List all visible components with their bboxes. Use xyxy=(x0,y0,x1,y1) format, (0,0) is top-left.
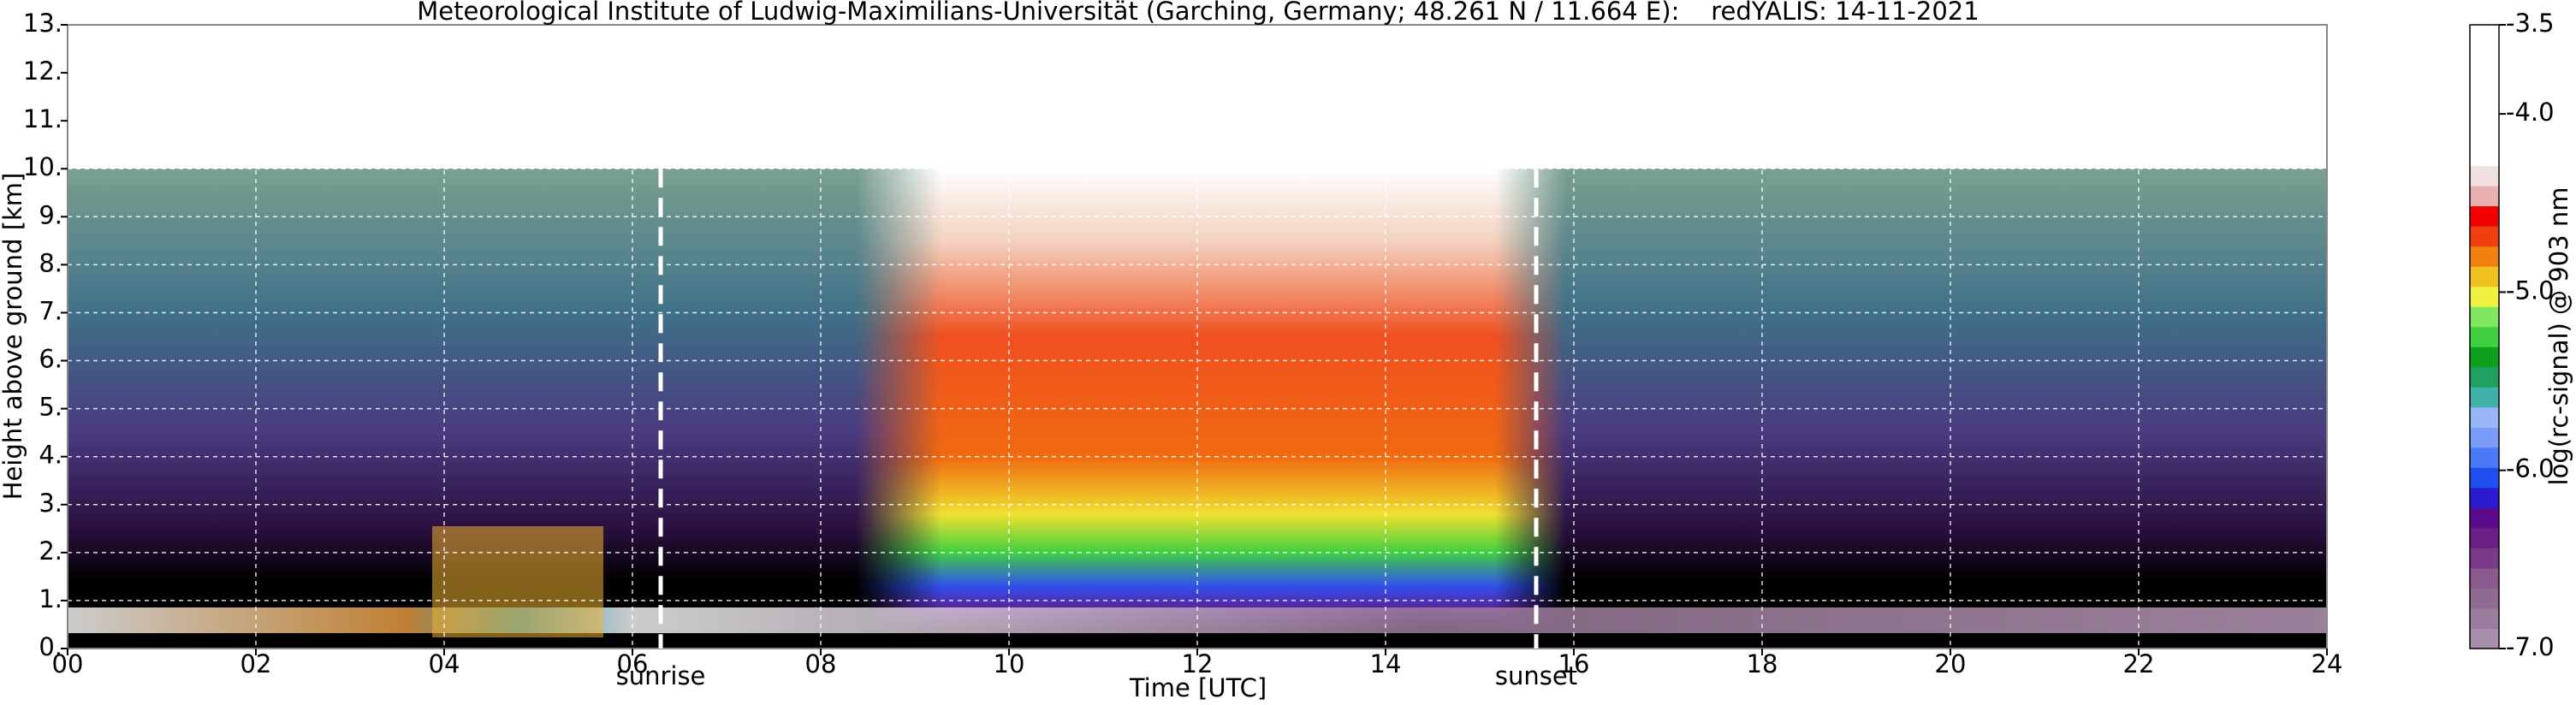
y-tick-label: 3. xyxy=(39,489,62,518)
colorbar-segment xyxy=(2470,567,2499,589)
colorbar-segment xyxy=(2470,366,2499,388)
colorbar-segment xyxy=(2470,205,2499,227)
boundary-layer xyxy=(68,607,2327,633)
y-tick-label: 6. xyxy=(39,345,62,374)
colorbar-segment xyxy=(2470,65,2499,86)
colorbar-segment xyxy=(2470,467,2499,489)
colorbar-segment xyxy=(2470,347,2499,368)
colorbar-segment xyxy=(2470,588,2499,609)
colorbar-segment xyxy=(2470,286,2499,307)
y-tick-label: 8. xyxy=(39,248,62,277)
colorbar-segment xyxy=(2470,266,2499,287)
colorbar-segment xyxy=(2470,44,2499,66)
colorbar-segment xyxy=(2470,387,2499,408)
colorbar-frame xyxy=(2469,24,2500,649)
y-tick-label: 1. xyxy=(39,584,62,613)
colorbar-segment xyxy=(2470,607,2499,629)
colorbar-segment xyxy=(2470,125,2499,146)
colorbar-label: log(rc-signal) @ 903 nm xyxy=(2544,187,2573,486)
colorbar-segment xyxy=(2470,145,2499,167)
colorbar-segment xyxy=(2470,326,2499,347)
colorbar-segment xyxy=(2470,548,2499,569)
signal-day xyxy=(856,169,1566,649)
colorbar-segment xyxy=(2470,527,2499,548)
y-tick-label: 0. xyxy=(39,632,62,661)
colorbar-tick-label: -4.0 xyxy=(2506,98,2555,127)
colorbar-segment xyxy=(2470,105,2499,127)
colorbar-tick-label: -5.0 xyxy=(2506,275,2555,305)
colorbar-segment xyxy=(2470,447,2499,468)
cloud-layer xyxy=(432,526,603,637)
y-tick-label: 7. xyxy=(39,296,62,325)
y-tick-label: 13. xyxy=(23,9,62,38)
colorbar-segment xyxy=(2470,186,2499,207)
colorbar-segment xyxy=(2470,628,2499,649)
colorbar-segment xyxy=(2470,85,2499,106)
y-axis-label: Height above ground [km] xyxy=(0,173,27,501)
colorbar-segment xyxy=(2470,226,2499,247)
y-tick-label: 5. xyxy=(39,393,62,422)
colorbar-segment xyxy=(2470,25,2499,46)
colorbar-segment xyxy=(2470,406,2499,428)
colorbar-tick-label: -3.5 xyxy=(2506,9,2555,38)
y-tick-label: 11. xyxy=(23,104,62,133)
colorbar-tick-label: -6.0 xyxy=(2506,454,2555,483)
y-tick-label: 4. xyxy=(39,441,62,470)
chart-title: Meteorological Institute of Ludwig-Maxim… xyxy=(417,0,1979,26)
y-tick-label: 10. xyxy=(23,152,62,181)
colorbar-segment xyxy=(2470,306,2499,328)
x-axis-label: Time [UTC] xyxy=(1129,673,1267,702)
y-tick-label: 2. xyxy=(39,536,62,566)
colorbar-segment xyxy=(2470,507,2499,529)
y-tick-label: 12. xyxy=(23,56,62,86)
colorbar-segment xyxy=(2470,165,2499,187)
colorbar-tick-label: -7.0 xyxy=(2506,632,2555,661)
colorbar-segment xyxy=(2470,246,2499,267)
colorbar-segment xyxy=(2470,487,2499,508)
annotation-label: sunset xyxy=(1495,661,1577,690)
annotation-label: sunrise xyxy=(616,661,706,690)
colorbar-segment xyxy=(2470,427,2499,448)
y-tick-label: 9. xyxy=(39,200,62,229)
